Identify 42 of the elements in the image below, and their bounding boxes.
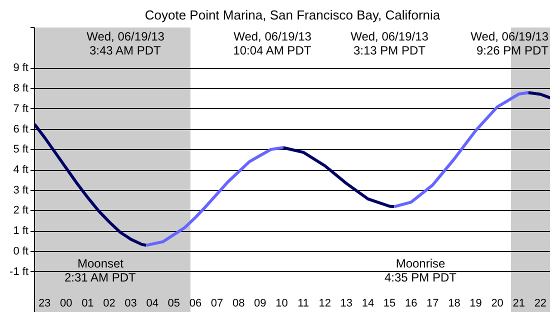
y-tick-label: 8 ft: [13, 82, 29, 95]
annotation: Moonrise 4:35 PM PDT: [384, 256, 458, 284]
y-tick-label: 9 ft: [13, 62, 29, 74]
x-tick-label: 12: [318, 298, 331, 310]
x-tick-label: 18: [448, 298, 460, 310]
y-tick-label: 2 ft: [13, 204, 29, 217]
y-tick-label: 0 ft: [13, 245, 29, 258]
x-tick-label: 07: [210, 298, 224, 310]
annotation: Wed, 06/19/13 10:04 AM PDT: [233, 30, 312, 58]
y-tick-label: -1 ft: [10, 266, 29, 278]
annotation: Wed, 06/19/13 3:43 AM PDT: [86, 30, 165, 58]
x-tick-label: 13: [340, 298, 353, 310]
x-tick-label: 17: [426, 298, 439, 310]
y-tick-label: 1 ft: [13, 225, 29, 238]
y-tick-label: 3 ft: [13, 184, 29, 196]
y-tick-label: 4 ft: [13, 164, 29, 176]
x-tick-label: 11: [298, 298, 309, 310]
annotation: Wed, 06/19/13 9:26 PM PDT: [470, 30, 550, 58]
x-tick-label: 03: [124, 298, 137, 310]
y-tick-label: 7 ft: [13, 102, 29, 115]
x-tick-label: 20: [491, 298, 504, 310]
x-tick-label: 06: [189, 298, 202, 310]
x-tick-label: 16: [404, 298, 418, 310]
x-tick-label: 15: [383, 298, 396, 310]
x-tick-label: 00: [60, 298, 72, 310]
x-tick-label: 22: [534, 298, 547, 310]
annotation: Wed, 06/19/13 3:13 PM PDT: [350, 30, 429, 58]
x-tick-label: 09: [254, 298, 266, 310]
y-tick-label: 6 ft: [13, 123, 29, 136]
y-tick-label: 5 ft: [13, 144, 29, 156]
chart-title: Coyote Point Marina, San Francisco Bay, California: [144, 8, 441, 22]
x-tick-label: 01: [82, 298, 94, 310]
x-tick-label: 10: [276, 298, 288, 310]
x-tick-label: 08: [232, 298, 245, 310]
x-tick-label: 14: [362, 298, 374, 310]
x-tick-label: 21: [512, 298, 526, 310]
annotation: Moonset 2:31 AM PDT: [64, 256, 137, 284]
x-tick-label: 04: [146, 298, 158, 310]
x-tick-label: 05: [168, 298, 180, 310]
x-tick-label: 19: [470, 298, 482, 310]
x-tick-label: 23: [38, 298, 51, 310]
x-tick-label: 02: [103, 298, 116, 310]
